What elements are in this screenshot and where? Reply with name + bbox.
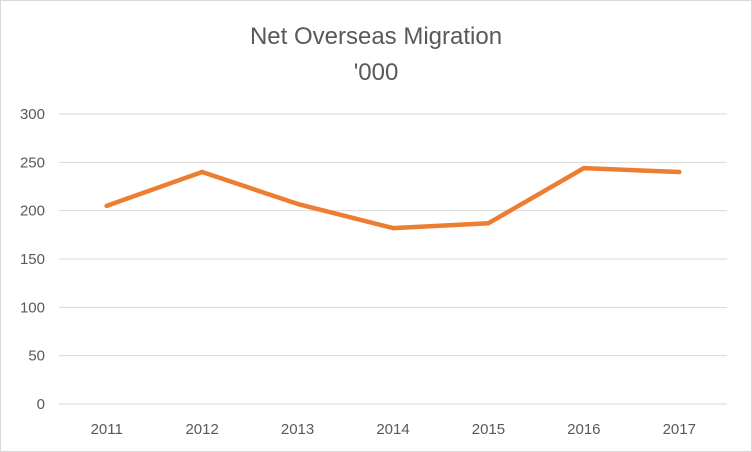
x-tick-label: 2017 <box>663 421 696 438</box>
y-tick-label: 250 <box>20 154 45 171</box>
series-line <box>104 165 682 231</box>
data-point <box>199 169 205 175</box>
x-tick-label: 2016 <box>567 421 600 438</box>
x-tick-label: 2015 <box>472 421 505 438</box>
chart-subtitle: '000 <box>353 59 399 86</box>
data-point <box>677 169 682 175</box>
data-point <box>486 221 491 226</box>
chart-title: Net Overseas Migration <box>249 23 503 50</box>
y-tick-label: 50 <box>28 348 45 365</box>
y-tick-label: 100 <box>20 299 45 316</box>
y-tick-label: 0 <box>37 396 45 413</box>
data-point <box>295 201 300 207</box>
chart-title-block: Net Overseas Migration '000 <box>1 19 751 91</box>
data-point <box>390 225 396 231</box>
x-tick-label: 2011 <box>91 421 123 438</box>
data-point <box>104 203 109 209</box>
x-tick-label: 2014 <box>376 421 409 438</box>
x-tick-label: 2012 <box>185 421 218 438</box>
y-tick-label: 200 <box>20 203 45 220</box>
y-tick-label: 150 <box>20 251 45 268</box>
x-tick-label: 2013 <box>281 421 314 438</box>
data-point <box>581 165 587 171</box>
y-tick-label: 300 <box>20 106 45 123</box>
